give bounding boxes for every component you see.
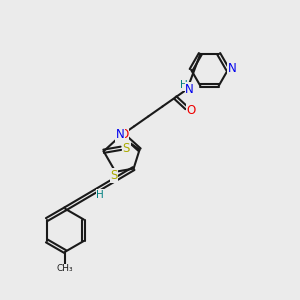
Text: H: H <box>180 80 188 90</box>
Text: H: H <box>96 190 104 200</box>
Text: CH₃: CH₃ <box>57 264 74 273</box>
Text: O: O <box>186 104 196 117</box>
Text: N: N <box>185 82 194 96</box>
Text: O: O <box>119 128 128 141</box>
Text: N: N <box>228 62 236 75</box>
Text: N: N <box>116 128 124 141</box>
Text: S: S <box>110 169 118 182</box>
Text: S: S <box>122 142 130 155</box>
